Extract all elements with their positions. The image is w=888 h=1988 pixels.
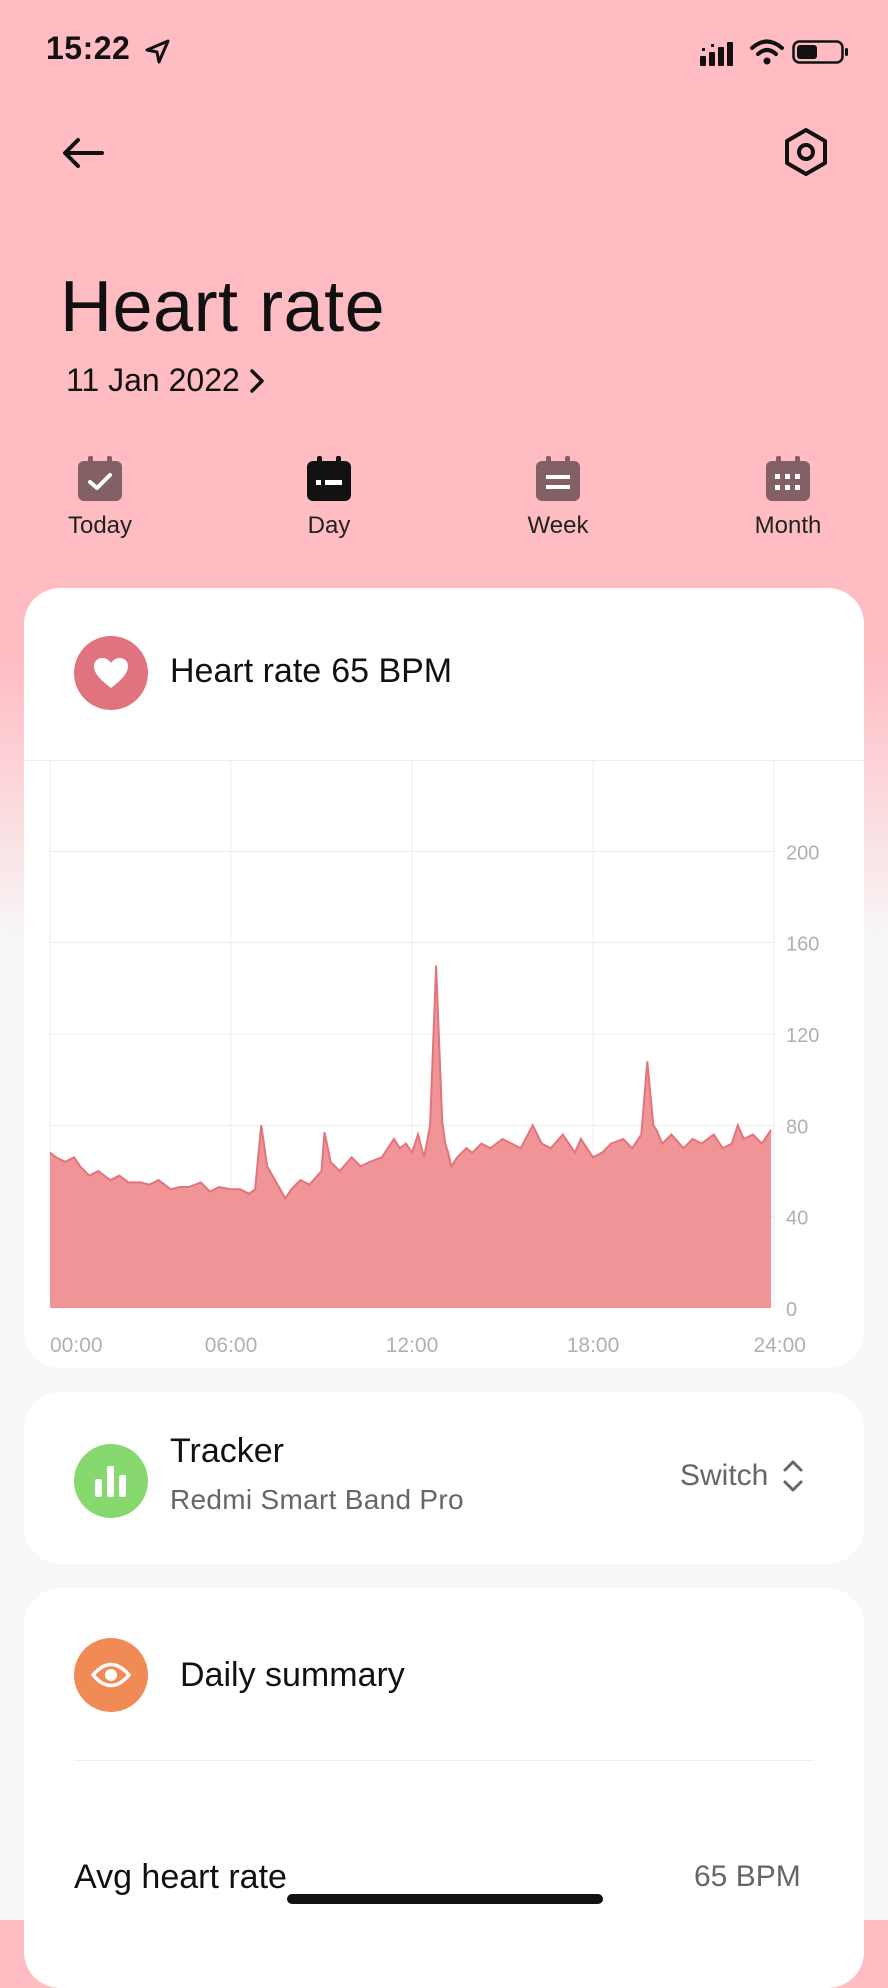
tab-label: Day bbox=[307, 512, 351, 539]
x-tick-label: 12:00 bbox=[386, 1334, 439, 1357]
y-tick-label: 200 bbox=[786, 842, 819, 864]
calendar-day-icon bbox=[307, 456, 351, 501]
heart-rate-label: Heart rate bbox=[170, 652, 322, 690]
date-label: 11 Jan 2022 bbox=[66, 362, 240, 398]
tracker-card: Tracker Redmi Smart Band Pro Switch bbox=[24, 1392, 864, 1564]
switch-device-button[interactable]: Switch bbox=[680, 1456, 806, 1496]
heart-rate-summary: Heart rate 65 BPM bbox=[170, 652, 452, 691]
divider bbox=[74, 1760, 814, 1761]
y-tick-label: 0 bbox=[786, 1299, 797, 1321]
heart-icon bbox=[74, 636, 148, 710]
back-button[interactable] bbox=[58, 128, 108, 178]
chevron-up-down-icon bbox=[783, 1460, 803, 1492]
tab-month[interactable]: Month bbox=[718, 454, 858, 540]
wifi-icon bbox=[750, 38, 784, 71]
calendar-month-icon bbox=[766, 456, 810, 501]
y-tick-label: 40 bbox=[786, 1208, 808, 1230]
daily-summary-card: Daily summary Avg heart rate 65 BPM bbox=[24, 1588, 864, 1988]
calendar-week-icon bbox=[536, 456, 580, 501]
heart-rate-chart-card: Heart rate 65 BPM 0 40 80 120 160 200 00:00 06:… bbox=[24, 588, 864, 1368]
tracker-title: Tracker bbox=[170, 1432, 284, 1470]
location-arrow-icon bbox=[144, 38, 172, 71]
heart-rate-line bbox=[49, 965, 772, 1201]
tab-label: Month bbox=[754, 512, 822, 539]
chevron-right-icon bbox=[250, 368, 264, 393]
tab-label: Today bbox=[67, 512, 133, 539]
date-selector[interactable]: 11 Jan 2022 bbox=[66, 362, 268, 399]
eye-icon bbox=[74, 1638, 148, 1712]
switch-label: Switch bbox=[680, 1459, 769, 1492]
divider bbox=[24, 760, 864, 761]
status-time: 15:22 bbox=[46, 30, 131, 66]
bar-chart-icon bbox=[74, 1444, 148, 1518]
avg-heart-rate-value: 65 BPM bbox=[694, 1860, 801, 1893]
y-tick-label: 120 bbox=[786, 1025, 819, 1047]
settings-button[interactable] bbox=[780, 126, 832, 178]
hexagon-settings-icon bbox=[785, 128, 827, 176]
home-indicator[interactable] bbox=[287, 1894, 603, 1904]
x-tick-label: 06:00 bbox=[205, 1334, 258, 1357]
y-tick-label: 160 bbox=[786, 934, 819, 956]
x-tick-label: 00:00 bbox=[50, 1334, 103, 1357]
battery-icon bbox=[792, 38, 850, 71]
heart-rate-area bbox=[50, 965, 771, 1308]
avg-heart-rate-label: Avg heart rate bbox=[74, 1858, 287, 1896]
tab-week[interactable]: Week bbox=[488, 454, 628, 540]
tracker-device-name: Redmi Smart Band Pro bbox=[170, 1484, 464, 1515]
x-tick-label: 18:00 bbox=[567, 1334, 620, 1357]
arrow-left-icon bbox=[63, 138, 104, 168]
tab-today[interactable]: Today bbox=[30, 454, 170, 540]
cellular-signal-icon bbox=[700, 40, 740, 71]
y-tick-label: 80 bbox=[786, 1116, 808, 1138]
tab-day[interactable]: Day bbox=[259, 454, 399, 540]
heart-rate-chart[interactable]: 0 40 80 120 160 200 00:00 06:00 12:00 18:00 24:00 bbox=[24, 760, 864, 1368]
x-tick-label: 24:00 bbox=[753, 1334, 806, 1357]
calendar-check-icon bbox=[78, 456, 122, 501]
heart-rate-value: 65 BPM bbox=[331, 652, 453, 690]
tab-label: Week bbox=[527, 512, 589, 539]
page-title: Heart rate bbox=[60, 267, 386, 347]
daily-summary-title: Daily summary bbox=[180, 1656, 405, 1694]
